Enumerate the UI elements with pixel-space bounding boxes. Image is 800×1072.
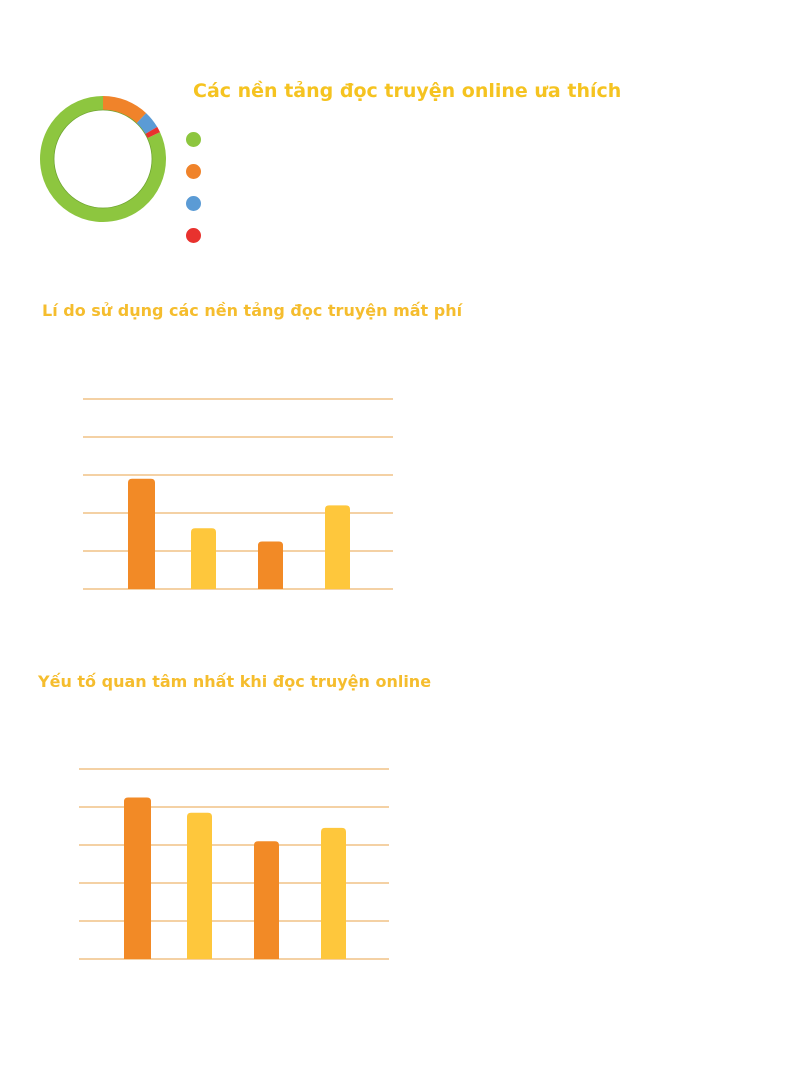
- donut-slice-1: [40, 96, 166, 222]
- donut-inner-edge: [53, 109, 153, 209]
- donut-slice-4: [145, 126, 161, 139]
- legend-item-2: [186, 155, 209, 187]
- bar-2: [187, 812, 212, 959]
- bar-3: [254, 841, 279, 959]
- legend-marker: [186, 163, 201, 179]
- bar-1: [124, 797, 151, 959]
- legend-marker: [186, 227, 201, 243]
- bar-chart-2-title: Yếu tố quan tâm nhất khi đọc truyện onli…: [38, 672, 432, 691]
- donut-legend: [186, 123, 209, 251]
- bar-2: [191, 528, 216, 589]
- bar-chart-1-title: Lí do sử dụng các nền tảng đọc truyện mấ…: [42, 301, 463, 320]
- bar-chart-2: [79, 768, 389, 960]
- bar-4: [325, 505, 350, 589]
- donut-slice-2: [102, 96, 147, 124]
- legend-marker: [186, 131, 201, 147]
- legend-item-4: [186, 219, 209, 251]
- donut-chart: [40, 96, 166, 222]
- legend-item-3: [186, 187, 209, 219]
- legend-marker: [186, 195, 201, 211]
- bar-1: [128, 478, 155, 589]
- legend-item-1: [186, 123, 209, 155]
- bar-3: [258, 541, 283, 589]
- donut-slice-3: [136, 113, 158, 135]
- donut-chart-title: Các nền tảng đọc truyện online ưa thích: [193, 80, 622, 102]
- bar-4: [321, 827, 346, 959]
- bar-chart-1: [83, 398, 393, 590]
